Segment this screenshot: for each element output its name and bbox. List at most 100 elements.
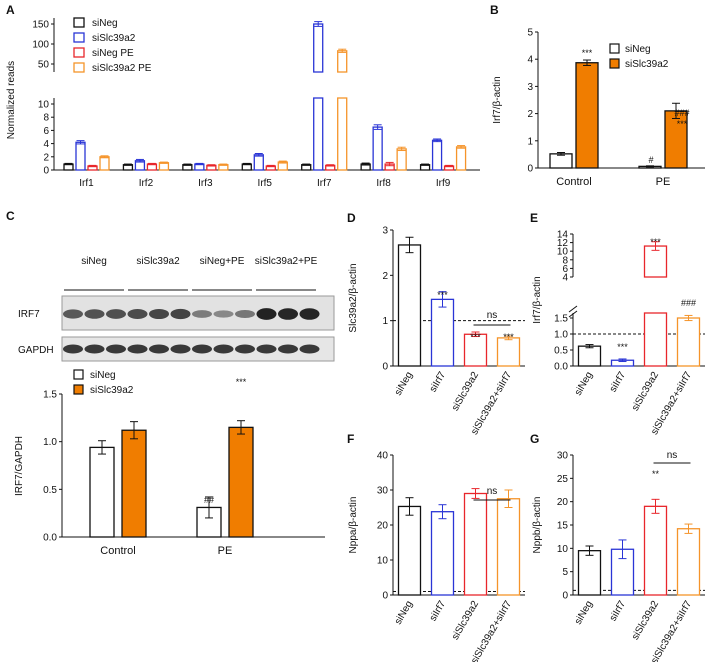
panel-c-band-irf7 xyxy=(170,308,191,320)
panel-d-significance: *** xyxy=(470,332,481,342)
panel-b-significance: *** xyxy=(677,119,688,129)
panel-c-band-gapdh xyxy=(63,344,83,354)
panel-c-band-gapdh xyxy=(127,344,148,354)
panel-b-y-tick-label: 4 xyxy=(527,55,533,66)
panel-g-y-tick-label: 0 xyxy=(562,591,568,602)
panel-a-legend-swatch xyxy=(73,32,85,43)
panel-a-legend-swatch xyxy=(73,17,85,28)
panel-a-bar-upper xyxy=(337,50,348,73)
panel-b-legend-swatch xyxy=(609,58,620,69)
panel-a-bar xyxy=(396,148,407,171)
panel-b-category-label: PE xyxy=(656,176,671,188)
panel-c2-bar xyxy=(228,426,254,538)
panel-b-y-tick-label: 5 xyxy=(527,28,533,39)
panel-c2-category-label: Control xyxy=(100,545,135,557)
panel-c2-legend-swatch xyxy=(73,369,84,380)
panel-c-group-label: siSlc39a2+PE xyxy=(255,256,318,267)
panel-a-bar xyxy=(75,141,86,171)
panel-g-bar xyxy=(676,528,701,596)
panel-c2-significance: *** xyxy=(236,377,247,387)
panel-g-y-tick-label: 15 xyxy=(557,521,569,532)
panel-c-band-irf7 xyxy=(106,309,126,319)
panel-c2-bar xyxy=(121,429,147,538)
panel-a-bar xyxy=(372,126,383,171)
panel-f-y-tick-label: 30 xyxy=(377,486,389,497)
panel-c-band-irf7 xyxy=(84,309,105,319)
panel-a-category-label: Irf7 xyxy=(317,178,332,189)
panel-c-band-gapdh xyxy=(192,344,212,354)
panel-a-bar xyxy=(253,154,264,171)
panel-d-significance: *** xyxy=(503,332,514,342)
panel-c-band-irf7 xyxy=(149,308,169,320)
panel-d-bar xyxy=(397,244,422,367)
panel-letter: D xyxy=(347,211,356,225)
panel-b-significance: # xyxy=(648,155,653,165)
panel-c-band-gapdh xyxy=(256,344,277,354)
panel-b-y-tick-label: 2 xyxy=(527,109,533,120)
panel-letter: B xyxy=(490,3,499,17)
panel-c-row-label: GAPDH xyxy=(18,345,54,356)
panel-a-bar xyxy=(431,139,443,171)
panel-c-band-gapdh xyxy=(235,344,255,354)
panel-c-group-label: siSlc39a2 xyxy=(136,256,180,267)
panel-e-category-label: siNeg xyxy=(573,370,595,398)
panel-c-band-irf7 xyxy=(63,309,83,319)
panel-b-y-tick-label: 3 xyxy=(527,82,533,93)
panel-letter: F xyxy=(347,432,354,446)
panel-g-category-label: siSlc39a2 xyxy=(630,599,661,642)
panel-a-bar xyxy=(455,146,467,171)
panel-e-bar xyxy=(676,317,701,367)
panel-a-ylabel: Normalized reads xyxy=(6,61,17,139)
panel-f-bar xyxy=(463,492,488,596)
panel-d-y-tick-label: 3 xyxy=(382,226,388,237)
panel-a-lower-y-tick-label: 0 xyxy=(43,166,49,177)
panel-g-bar xyxy=(577,550,602,596)
panel-a-lower-y-tick-label: 6 xyxy=(43,126,49,137)
panel-c2-significance: ## xyxy=(204,495,214,505)
panel-e-upper-y-tick-label: 8 xyxy=(562,255,568,266)
panel-g-bar xyxy=(643,505,668,596)
panel-c-band-gapdh xyxy=(84,344,105,354)
panel-a-legend-label: siSlc39a2 PE xyxy=(92,63,152,74)
panel-f-bar xyxy=(397,505,422,596)
panel-c2-ylabel: IRF7/GAPDH xyxy=(14,436,25,496)
panel-a-category-label: Irf5 xyxy=(258,178,273,189)
panel-a-category-label: Irf1 xyxy=(79,178,94,189)
panel-f-significance: ns xyxy=(487,486,498,497)
panel-c-band-gapdh xyxy=(299,344,320,354)
panel-letter: G xyxy=(530,432,539,446)
panel-a-upper-y-tick-label: 150 xyxy=(32,20,49,31)
panel-a-legend-label: siNeg PE xyxy=(92,48,134,59)
panel-f-bar xyxy=(430,511,455,596)
panel-b-y-tick-label: 0 xyxy=(527,164,533,175)
panel-a-category-label: Irf2 xyxy=(139,178,154,189)
panel-f-y-tick-label: 20 xyxy=(377,521,389,532)
panel-c-band-irf7 xyxy=(256,308,277,320)
panel-g-ylabel: Nppb/β-actin xyxy=(532,497,543,554)
panel-letter: E xyxy=(530,211,538,225)
panel-e-bar-lower xyxy=(643,312,668,367)
panel-c2-category-label: PE xyxy=(218,545,233,557)
panel-b-significance: *** xyxy=(582,48,593,58)
panel-e-axis-break xyxy=(568,305,578,313)
panel-c-band-gapdh xyxy=(213,344,234,354)
panel-c2-y-tick-label: 0.5 xyxy=(43,485,57,496)
panel-d-category-label: siNeg xyxy=(393,370,415,398)
panel-c-band-irf7 xyxy=(127,309,148,319)
panel-g-category-label: siNeg xyxy=(573,599,595,627)
panel-g-y-tick-label: 20 xyxy=(557,497,569,508)
panel-e-significance: ### xyxy=(681,298,696,308)
panel-d-y-tick-label: 2 xyxy=(382,271,388,282)
panel-f-ylabel: Nppa/β-actin xyxy=(348,497,359,554)
panel-f-category-label: siNeg xyxy=(393,599,415,627)
panel-a-legend-label: siNeg xyxy=(92,18,118,29)
panel-g-significance: ns xyxy=(667,450,678,461)
panel-f-category-label: siSlc39a2 xyxy=(450,599,481,642)
panel-e-upper-y-tick-label: 12 xyxy=(557,238,569,249)
panel-a-lower-y-tick-label: 4 xyxy=(43,139,49,150)
panel-f-y-tick-label: 0 xyxy=(382,591,388,602)
panel-e-lower-y-tick-label: 1.0 xyxy=(554,330,568,341)
panel-d-category-label: siSlc39a2 xyxy=(450,370,481,413)
panel-c-band-gapdh xyxy=(149,344,169,354)
